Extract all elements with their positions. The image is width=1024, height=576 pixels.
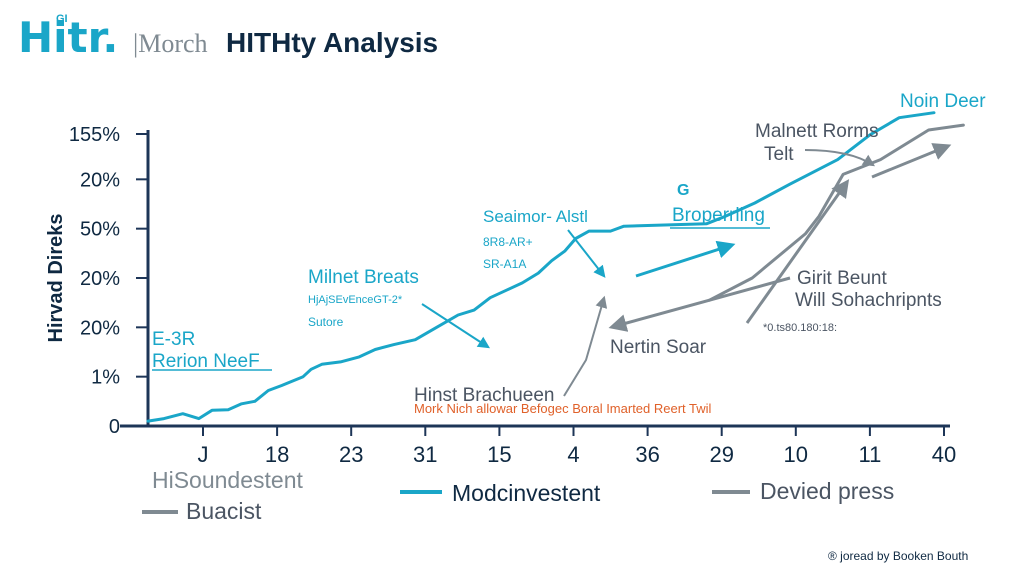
- series-layer: [146, 111, 965, 423]
- annotation-hinst: Hinst Brachueen: [414, 385, 554, 406]
- legend: HiSoundestent Modcinvestent Devied press…: [142, 467, 894, 524]
- legend-label-modcinvestent: Modcinvestent: [452, 480, 601, 506]
- annotations: E-3R Rerion NeeF Milnet Breats HjAjSEvEn…: [152, 91, 986, 416]
- arrow-seaimor: [567, 229, 606, 278]
- x-ticks: J 18 23 31 15 4 36 29 10 11 40: [198, 426, 956, 467]
- annotation-girit-line2: Will Sohachripnts: [795, 290, 942, 311]
- arrow-milnet: [421, 303, 491, 349]
- arrow-nertin: [608, 276, 791, 332]
- x-tick-label: J: [198, 442, 209, 467]
- brand-subtitle: |Morch: [133, 29, 208, 58]
- y-tick-label: 0: [109, 416, 120, 438]
- x-tick-label: 18: [265, 442, 289, 467]
- annotation-seaimor-line1: Seaimor- Alstl: [483, 207, 588, 226]
- x-tick-label: 4: [567, 442, 579, 467]
- y-ticks: 155% 20% 50% 20% 20% 1% 0: [69, 124, 148, 438]
- series-line-modcinvestent: [146, 111, 936, 423]
- legend-label-buacist: Buacist: [186, 498, 262, 524]
- legend-label-devied-press: Devied press: [760, 478, 894, 504]
- arrow-girit: [745, 179, 850, 324]
- annotation-seaimor-line2: 8R8-AR+: [483, 235, 533, 249]
- annotation-milnet-line3: Sutore: [308, 315, 344, 329]
- y-axis-label: Hirvad Direks: [45, 214, 67, 343]
- annotation-malnett-line2: Telt: [764, 144, 794, 165]
- y-tick-label: 20%: [80, 169, 120, 191]
- annotation-broperling-g: G: [677, 182, 689, 199]
- arrow-broperling: [635, 240, 736, 278]
- x-tick-label: 29: [709, 442, 733, 467]
- y-tick-label: 155%: [69, 124, 120, 146]
- annotation-milnet-line2: HjAjSEvEnceGT-2*: [308, 294, 403, 306]
- x-tick-label: 11: [858, 442, 881, 467]
- chart-title: HITHty Analysis: [226, 27, 438, 58]
- footer-credit: ® joread by Booken Bouth: [828, 549, 968, 563]
- annotation-e3r-line2: Rerion NeeF: [152, 351, 260, 372]
- x-tick-label: 23: [339, 442, 363, 467]
- y-tick-label: 20%: [80, 317, 120, 339]
- x-tick-label: 31: [413, 442, 437, 467]
- annotation-noin: Noin Deer: [900, 91, 986, 112]
- annotation-connectors: [152, 143, 952, 397]
- y-tick-label: 50%: [80, 219, 120, 241]
- x-tick-label: 40: [932, 442, 956, 467]
- annotation-nertin: Nertin Soar: [610, 337, 707, 358]
- annotation-mork: Mork Nich allowar Befogec Boral Imarted …: [414, 401, 712, 416]
- annotation-broperling-text: Broperrling: [672, 205, 765, 226]
- annotation-e3r-line1: E-3R: [152, 329, 195, 350]
- annotation-seaimor-line3: SR-A1A: [483, 257, 526, 271]
- series-line-devied-press: [707, 123, 965, 302]
- y-tick-label: 20%: [80, 268, 120, 290]
- x-tick-label: 36: [635, 442, 659, 467]
- arrow-gray-end: [871, 143, 952, 179]
- annotation-malnett-line1: Malnett Rorms: [755, 121, 879, 142]
- annotation-milnet-line1: Milnet Breats: [308, 267, 419, 288]
- annotation-girit-line1: Girit Beunt: [797, 268, 887, 289]
- x-tick-label: 10: [784, 442, 808, 467]
- annotation-girit-line3: *0.ts80.180:18:: [763, 322, 837, 334]
- x-tick-label: 15: [487, 442, 511, 467]
- legend-label-hisoundestent: HiSoundestent: [152, 467, 303, 493]
- header: Hitr. GI |Morch HITHty Analysis: [18, 13, 438, 62]
- arrow-hinst: [563, 295, 608, 397]
- brand-logo: Hitr.: [18, 13, 118, 62]
- brand-logo-superscript: GI: [56, 13, 68, 25]
- y-tick-label: 1%: [91, 367, 120, 389]
- arrow-malnett: [804, 149, 876, 167]
